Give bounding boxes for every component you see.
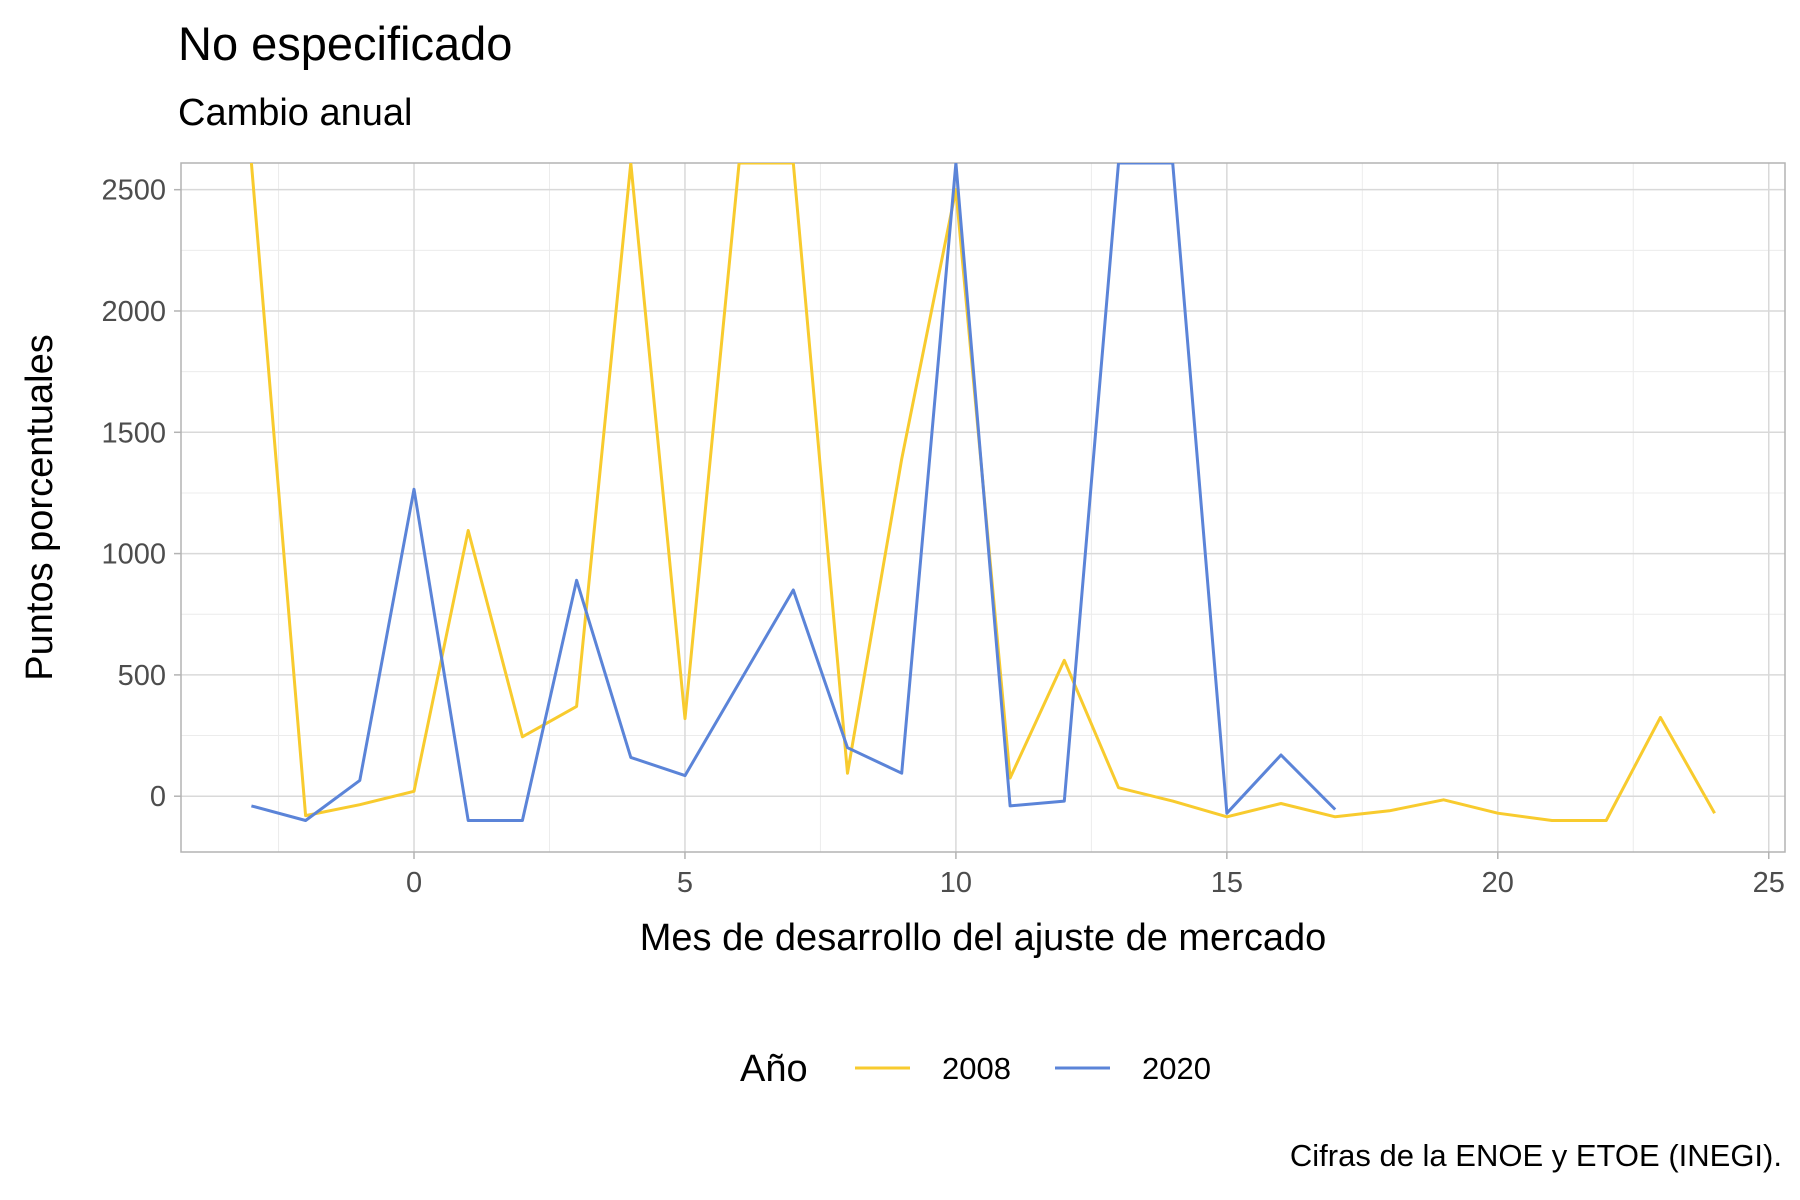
legend-label-2020: 2020: [1142, 1051, 1211, 1086]
x-tick-label: 15: [1211, 867, 1243, 899]
chart-caption: Cifras de la ENOE y ETOE (INEGI).: [1289, 1138, 1782, 1173]
legend-title: Año: [740, 1048, 808, 1090]
series-line-2020: [251, 163, 1337, 822]
x-axis-title: Mes de desarrollo del ajuste de mercado: [640, 917, 1327, 959]
y-tick-label: 1000: [101, 539, 166, 571]
x-tick-label: 20: [1482, 867, 1514, 899]
x-tick-label: 25: [1753, 867, 1785, 899]
panel-border: [180, 162, 1786, 853]
x-tick-label: 0: [406, 867, 422, 899]
y-axis-ticks: 0 500 1000 1500 2000 2500: [101, 175, 181, 813]
series-layer: [249, 163, 1716, 822]
y-tick-label: 1500: [101, 417, 166, 449]
chart-subtitle: Cambio anual: [178, 92, 413, 134]
y-tick-label: 2000: [101, 296, 166, 328]
grid-layer: [181, 163, 1785, 852]
x-axis-ticks: 0 5 10 15 20 25: [406, 852, 1785, 899]
x-tick-label: 5: [677, 867, 693, 899]
y-tick-label: 500: [118, 660, 166, 692]
chart-title: No especificado: [178, 17, 513, 70]
legend-label-2008: 2008: [942, 1051, 1011, 1086]
y-axis-title: Puntos porcentuales: [19, 334, 61, 680]
y-tick-label: 0: [150, 781, 166, 813]
x-tick-label: 10: [940, 867, 972, 899]
legend: Año 2008 2020: [740, 1048, 1211, 1090]
y-tick-label: 2500: [101, 175, 166, 207]
